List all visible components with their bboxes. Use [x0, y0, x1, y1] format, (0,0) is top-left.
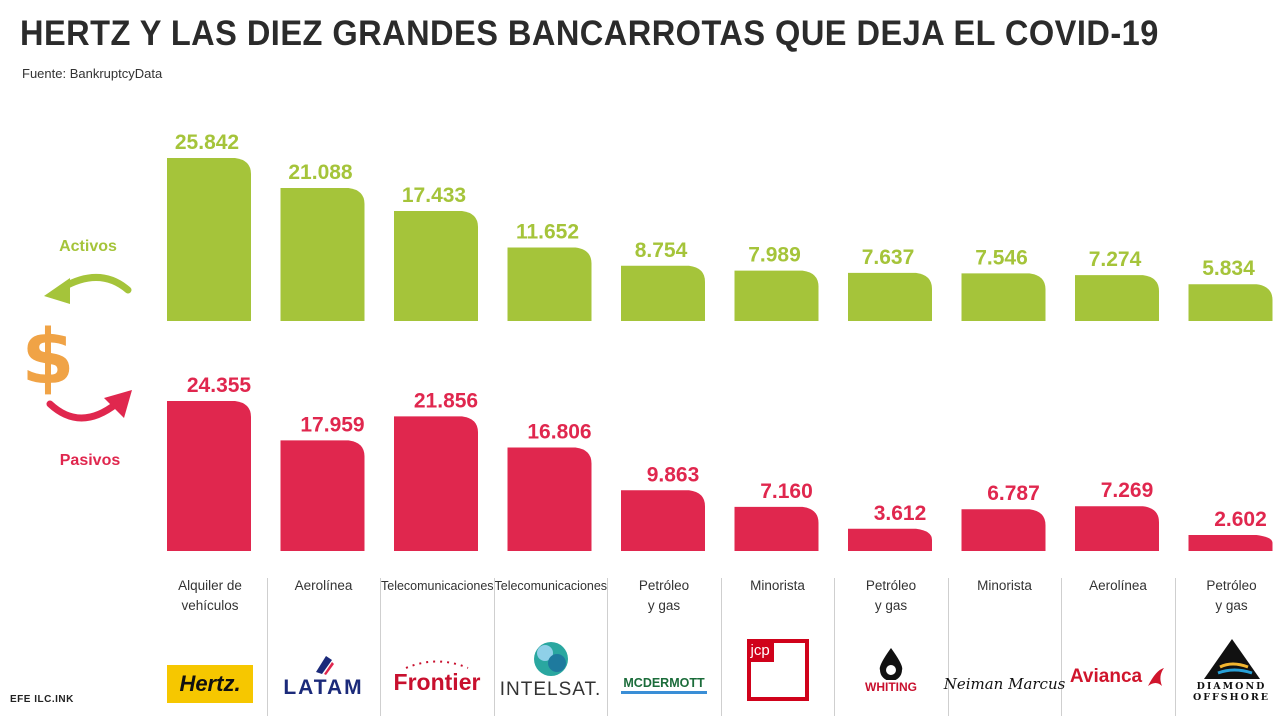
pasivos-value-label: 24.355 — [187, 374, 252, 397]
drop-icon — [874, 646, 908, 680]
company-name: WHITING — [865, 680, 917, 694]
pasivos-value-label: 6.787 — [987, 482, 1040, 505]
pasivos-bar — [621, 490, 705, 551]
dollar-icon: $ — [22, 312, 75, 401]
company-logo: MCDERMOTT — [608, 630, 720, 724]
company-name: LATAM — [283, 676, 363, 700]
pasivos-bar — [1075, 506, 1159, 551]
pasivos-bar — [962, 509, 1046, 551]
company-name: MCDERMOTT — [621, 675, 706, 694]
company-name: Hertz. — [167, 665, 252, 703]
pasivos-value-label: 9.863 — [647, 463, 700, 486]
pasivos-value-label: 7.269 — [1101, 479, 1154, 502]
pasivos-value-label: 2.602 — [1214, 508, 1267, 531]
company-name: jcp — [747, 639, 774, 662]
activos-value-label: 11.652 — [516, 221, 579, 244]
legend-pasivos-label: Pasivos — [60, 452, 121, 469]
company-name: DIAMOND OFFSHORE — [1187, 681, 1277, 703]
pasivos-value-label: 17.959 — [300, 413, 364, 436]
category-label: Aerolínea — [268, 576, 380, 596]
company-logo: LATAM — [268, 630, 380, 710]
activos-value-label: 8.754 — [635, 239, 688, 262]
company-logo: Avianca — [1062, 630, 1174, 710]
activos-value-label: 7.274 — [1089, 248, 1142, 271]
diamond-icon — [1202, 637, 1262, 681]
pasivos-value-label: 3.612 — [874, 502, 927, 525]
activos-value-label: 25.842 — [175, 131, 239, 154]
activos-value-label: 7.637 — [862, 246, 915, 269]
activos-value-label: 17.433 — [402, 184, 466, 207]
pasivos-value-label: 21.856 — [414, 389, 478, 412]
company-name: INTELSAT. — [500, 679, 602, 701]
activos-value-label: 5.834 — [1202, 257, 1255, 280]
category-label: Telecomunicaciones — [495, 576, 607, 596]
activos-bar — [735, 271, 819, 321]
company-logo: WHITING — [835, 630, 947, 710]
arrow-right-icon — [50, 404, 116, 418]
company-logo: INTELSAT. — [495, 630, 607, 710]
category-label: Telecomunicaciones — [381, 576, 493, 596]
pasivos-bar — [394, 416, 478, 551]
pasivos-bar — [167, 401, 251, 551]
credit-logo: EFE ILC.INK — [10, 694, 74, 705]
activos-bar — [1189, 284, 1273, 321]
activos-value-label: 21.088 — [288, 161, 353, 184]
legend-activos-label: Activos — [59, 238, 117, 255]
activos-bar — [1075, 275, 1159, 321]
latam-icon — [312, 654, 336, 676]
activos-value-label: 7.546 — [975, 246, 1028, 269]
pasivos-value-label: 7.160 — [760, 480, 813, 503]
pasivos-bar — [848, 529, 932, 551]
category-label: Aerolínea — [1062, 576, 1174, 596]
activos-bar — [394, 211, 478, 321]
company-logo: jcp — [722, 630, 834, 710]
activos-bar — [962, 273, 1046, 321]
dots-icon — [402, 657, 472, 669]
pasivos-bar — [508, 447, 592, 551]
arrow-left-head-icon — [44, 278, 70, 304]
company-logo: Frontier — [381, 630, 493, 710]
pasivos-bar — [1189, 535, 1273, 551]
legend: Activos $ Pasivos — [22, 238, 132, 469]
company-logo: DIAMOND OFFSHORE — [1176, 630, 1280, 710]
category-label: Minorista — [722, 576, 834, 596]
arrow-right-head-icon — [104, 390, 132, 418]
activos-bar — [281, 188, 365, 321]
company-name: Avianca — [1070, 666, 1142, 688]
pasivos-bar — [735, 507, 819, 551]
pasivos-value-label: 16.806 — [527, 420, 591, 443]
activos-value-label: 7.989 — [748, 244, 801, 267]
company-name: Neiman Marcus — [944, 675, 1066, 693]
activos-bar — [508, 248, 592, 321]
bird-icon — [1146, 666, 1166, 688]
company-logo: Hertz. — [154, 630, 266, 724]
activos-bar — [167, 158, 251, 321]
activos-bar — [621, 266, 705, 321]
company-name: Frontier — [394, 669, 481, 696]
category-label: Minorista — [949, 576, 1061, 596]
company-logo: Neiman Marcus — [949, 630, 1061, 724]
globe-icon — [531, 639, 571, 679]
pasivos-bar — [281, 440, 365, 551]
arrow-left-icon — [62, 277, 128, 290]
activos-bar — [848, 273, 932, 321]
